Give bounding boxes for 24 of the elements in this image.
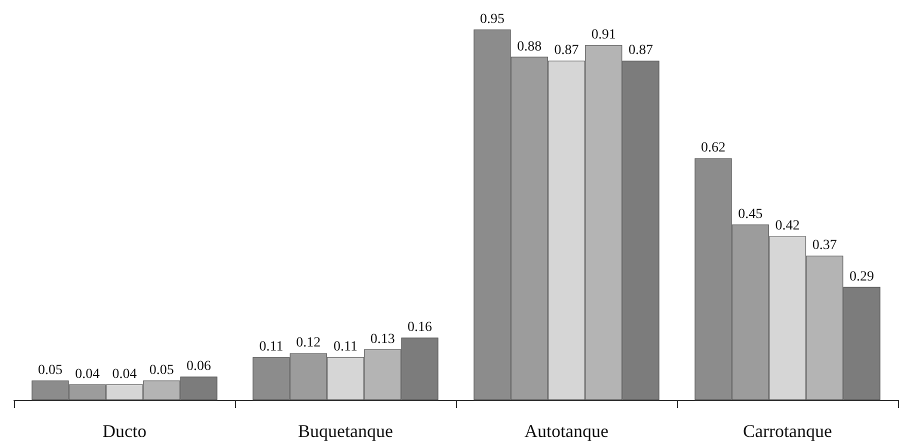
data-label: 0.37: [812, 238, 837, 254]
data-label: 0.05: [149, 363, 174, 378]
data-label: 0.29: [850, 269, 874, 284]
data-label: 0.87: [628, 43, 654, 58]
data-label: 0.42: [775, 218, 800, 234]
data-label: 0.62: [700, 140, 726, 156]
data-label: 0.11: [334, 340, 358, 355]
data-label: 0.04: [75, 366, 100, 382]
data-label: 0.91: [591, 28, 616, 43]
x-tick-label: Autotanque: [524, 421, 608, 441]
x-tick-label: Buquetanque: [298, 421, 393, 441]
data-label: 0.95: [480, 12, 504, 27]
data-label: 0.04: [112, 366, 137, 382]
data-label: 0.16: [408, 320, 432, 336]
x-tick-label: Ducto: [102, 421, 146, 441]
data-label: 0.12: [296, 336, 321, 351]
data-label: 0.45: [738, 207, 763, 222]
data-label: 0.06: [186, 359, 212, 374]
data-label: 0.11: [259, 340, 284, 355]
x-tick-label: Carrotanque: [743, 421, 832, 441]
data-label: 0.05: [38, 363, 62, 378]
data-label: 0.88: [517, 39, 542, 54]
data-label: 0.13: [370, 332, 395, 347]
data-label: 0.87: [554, 43, 579, 58]
